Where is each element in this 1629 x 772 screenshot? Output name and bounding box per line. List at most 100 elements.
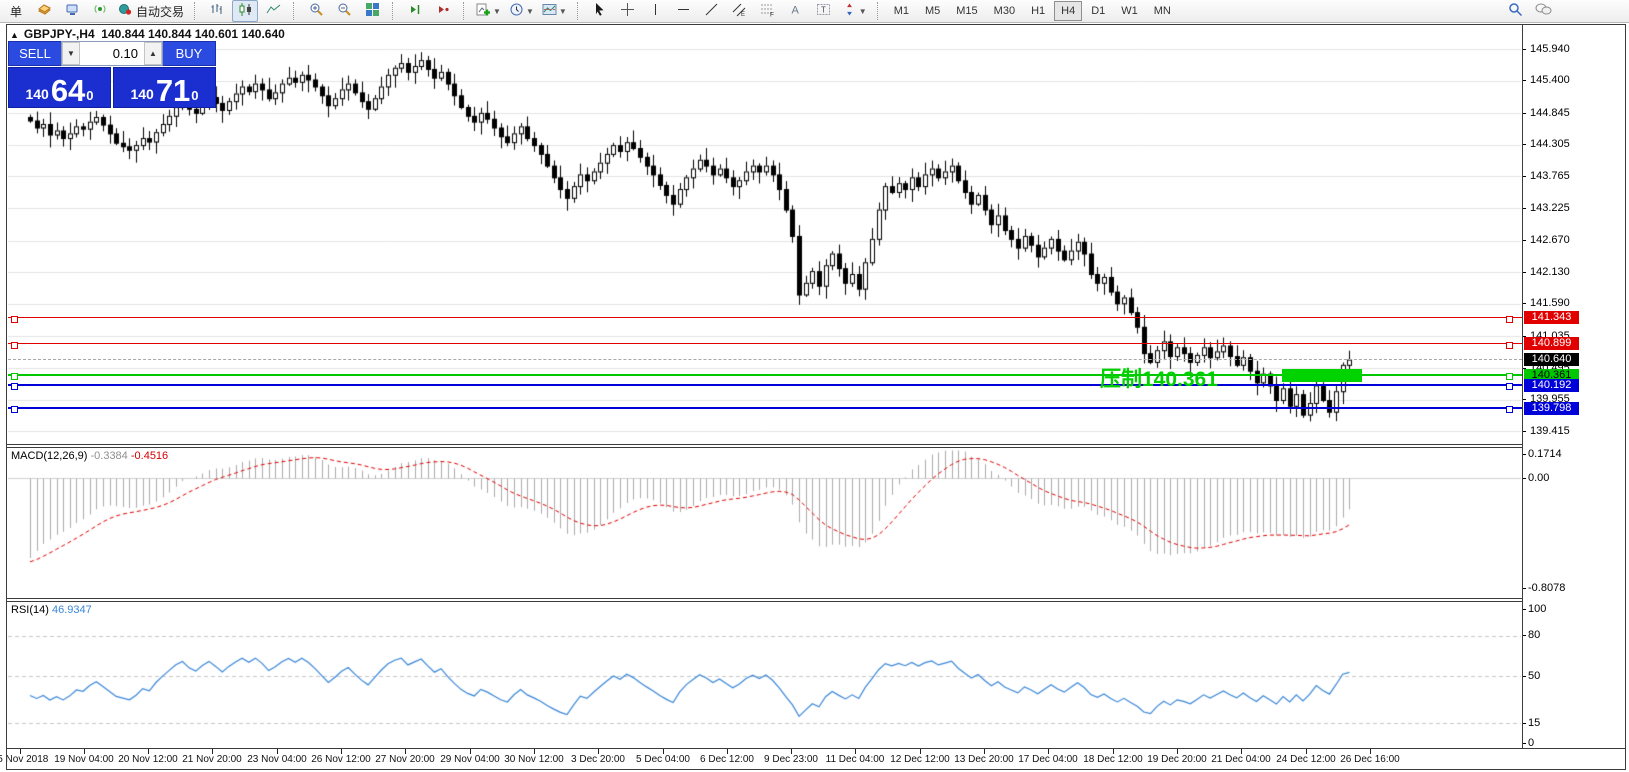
autotrading-button[interactable]: 自动交易 bbox=[115, 0, 187, 22]
level-line-support-2[interactable] bbox=[8, 407, 1522, 409]
level-handle-left-support-1[interactable] bbox=[11, 383, 18, 390]
periods-button[interactable]: ▼ bbox=[506, 0, 537, 22]
search-button[interactable] bbox=[1502, 0, 1528, 22]
timeframe-button-M1[interactable]: M1 bbox=[893, 5, 909, 17]
level-line-resistance-2[interactable] bbox=[8, 343, 1522, 344]
time-axis-label: 19 Nov 04:00 bbox=[54, 754, 114, 765]
buy-price-display[interactable]: 140 71 0 bbox=[113, 67, 216, 108]
time-axis-label: 26 Nov 12:00 bbox=[311, 754, 371, 765]
auto-scroll-button[interactable] bbox=[430, 0, 456, 22]
chevron-down-icon[interactable]: ▼ bbox=[558, 6, 567, 16]
time-axis-tick bbox=[1113, 749, 1114, 754]
pressure-highlight-zone[interactable] bbox=[1282, 369, 1362, 382]
timeframe-button-H4[interactable]: H4 bbox=[1054, 1, 1083, 21]
level-handle-left-resistance-1[interactable] bbox=[11, 316, 18, 323]
level-handle-right-support-1[interactable] bbox=[1506, 383, 1513, 390]
chart-window-border-right bbox=[1625, 24, 1626, 770]
macd-panel-top-border bbox=[6, 447, 1522, 448]
price-axis-tick bbox=[1522, 240, 1526, 241]
collapse-trade-panel-icon[interactable]: ▲ bbox=[10, 30, 19, 40]
sell-button[interactable]: SELL bbox=[8, 41, 61, 66]
new-chart-button[interactable]: ▼ bbox=[473, 0, 504, 22]
lot-increase-button[interactable]: ▲ bbox=[144, 42, 162, 65]
textA-icon: A bbox=[788, 2, 803, 20]
chat-button[interactable] bbox=[1530, 0, 1556, 22]
lot-decrease-button[interactable]: ▼ bbox=[62, 42, 80, 65]
level-handle-left-resistance-2[interactable] bbox=[11, 342, 18, 349]
rsi-axis-label: 100 bbox=[1528, 603, 1547, 615]
rsi-indicator-canvas[interactable] bbox=[7, 602, 1522, 748]
chevron-down-icon[interactable]: ▼ bbox=[858, 6, 867, 16]
timeframe-button-W1[interactable]: W1 bbox=[1121, 5, 1138, 17]
candlestick-chart-button[interactable] bbox=[232, 0, 259, 22]
timeframe-button-M5[interactable]: M5 bbox=[924, 5, 941, 17]
time-axis-label: 3 Dec 20:00 bbox=[571, 754, 625, 765]
zoom-in-button[interactable] bbox=[303, 0, 329, 22]
chart-window-border-left bbox=[6, 24, 7, 770]
chevron-down-icon[interactable]: ▼ bbox=[493, 6, 501, 16]
timeframe-button-D1[interactable]: D1 bbox=[1091, 5, 1106, 17]
lot-size-input[interactable] bbox=[80, 42, 144, 65]
time-axis-label: 15 Nov 2018 bbox=[0, 754, 49, 765]
textlabel-icon: T bbox=[816, 2, 831, 20]
crosshair-button[interactable] bbox=[615, 0, 641, 22]
arrows-button[interactable]: ▼ bbox=[839, 0, 870, 22]
rsi-value: 46.9347 bbox=[51, 604, 92, 616]
zoomin-icon bbox=[309, 2, 324, 20]
cursor-button[interactable] bbox=[587, 0, 613, 22]
level-line-support-1[interactable] bbox=[8, 384, 1522, 386]
macd-rsi-separator[interactable] bbox=[6, 598, 1522, 599]
templates-button[interactable]: ▼ bbox=[539, 0, 570, 22]
level-handle-right-pressure[interactable] bbox=[1506, 373, 1513, 380]
level-line-pressure[interactable] bbox=[8, 374, 1522, 376]
vertical-line-button[interactable] bbox=[643, 0, 669, 22]
price-axis-divider[interactable] bbox=[1522, 24, 1523, 749]
chevron-down-icon[interactable]: ▼ bbox=[525, 6, 534, 16]
tile-windows-button[interactable] bbox=[359, 0, 385, 22]
rsi-label: RSI(14) 46.9347 bbox=[11, 604, 92, 616]
timeframe-button-M30[interactable]: M30 bbox=[993, 5, 1016, 17]
level-handle-left-pressure[interactable] bbox=[11, 373, 18, 380]
hline-icon bbox=[676, 2, 691, 20]
level-handle-right-support-2[interactable] bbox=[1506, 406, 1513, 413]
text-label-button[interactable]: T bbox=[811, 0, 837, 22]
time-axis-tick bbox=[920, 749, 921, 754]
level-line-resistance-1[interactable] bbox=[8, 317, 1522, 318]
buy-price-prefix: 140 bbox=[130, 86, 154, 102]
bars-icon bbox=[210, 2, 225, 20]
timeframe-button-MN[interactable]: MN bbox=[1153, 5, 1171, 17]
time-axis-tick bbox=[341, 749, 342, 754]
buy-button[interactable]: BUY bbox=[163, 41, 216, 66]
horizontal-line-button[interactable] bbox=[671, 0, 697, 22]
terminal-button[interactable] bbox=[59, 0, 85, 22]
equidistant-channel-button[interactable]: E bbox=[727, 0, 753, 22]
shift-chart-button[interactable] bbox=[402, 0, 428, 22]
cursor-icon bbox=[592, 2, 607, 20]
price-axis-label: 144.305 bbox=[1530, 138, 1570, 150]
price-axis-tick bbox=[1522, 303, 1526, 304]
order-ticket-button[interactable]: 单 bbox=[3, 0, 29, 22]
price-macd-separator[interactable] bbox=[6, 444, 1522, 445]
chart-symbol-period: GBPJPY-,H4 bbox=[23, 27, 95, 41]
sell-price-display[interactable]: 140 64 0 bbox=[8, 67, 111, 108]
timeframe-button-M15[interactable]: M15 bbox=[956, 5, 978, 17]
fibonacci-button[interactable]: F bbox=[755, 0, 781, 22]
trendline-button[interactable] bbox=[699, 0, 725, 22]
price-axis-tick bbox=[1522, 399, 1526, 400]
level-handle-right-resistance-1[interactable] bbox=[1506, 316, 1513, 323]
bar-chart-button[interactable] bbox=[204, 0, 230, 22]
macd-indicator-canvas[interactable] bbox=[7, 448, 1522, 598]
time-axis-label: 17 Dec 04:00 bbox=[1018, 754, 1078, 765]
pressure-annotation-text[interactable]: 压制140.361 bbox=[1100, 368, 1218, 391]
level-handle-left-support-2[interactable] bbox=[11, 406, 18, 413]
level-handle-right-resistance-2[interactable] bbox=[1506, 342, 1513, 349]
zoom-out-button[interactable] bbox=[331, 0, 357, 22]
price-axis-tick bbox=[1522, 113, 1526, 114]
price-axis-label: 145.940 bbox=[1530, 43, 1570, 55]
line-chart-button[interactable] bbox=[260, 0, 286, 22]
new-order-button[interactable] bbox=[31, 0, 57, 22]
timeframe-button-H1[interactable]: H1 bbox=[1031, 5, 1046, 17]
level-price-label-pressure: 140.361 bbox=[1524, 369, 1579, 382]
text-button[interactable]: A bbox=[783, 0, 809, 22]
signals-button[interactable] bbox=[87, 0, 113, 22]
